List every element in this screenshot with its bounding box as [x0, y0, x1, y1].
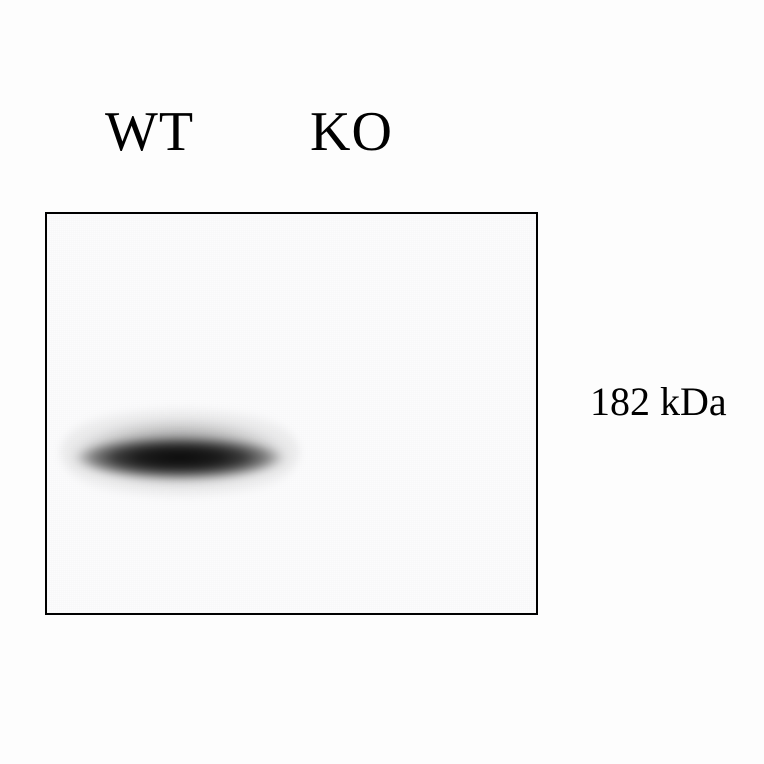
- protein-band-wt: [72, 430, 287, 485]
- lane-label-wt: WT: [105, 100, 194, 164]
- band-core-shape: [72, 430, 287, 485]
- lane-label-ko: KO: [310, 100, 393, 164]
- molecular-weight-label: 182 kDa: [590, 378, 727, 425]
